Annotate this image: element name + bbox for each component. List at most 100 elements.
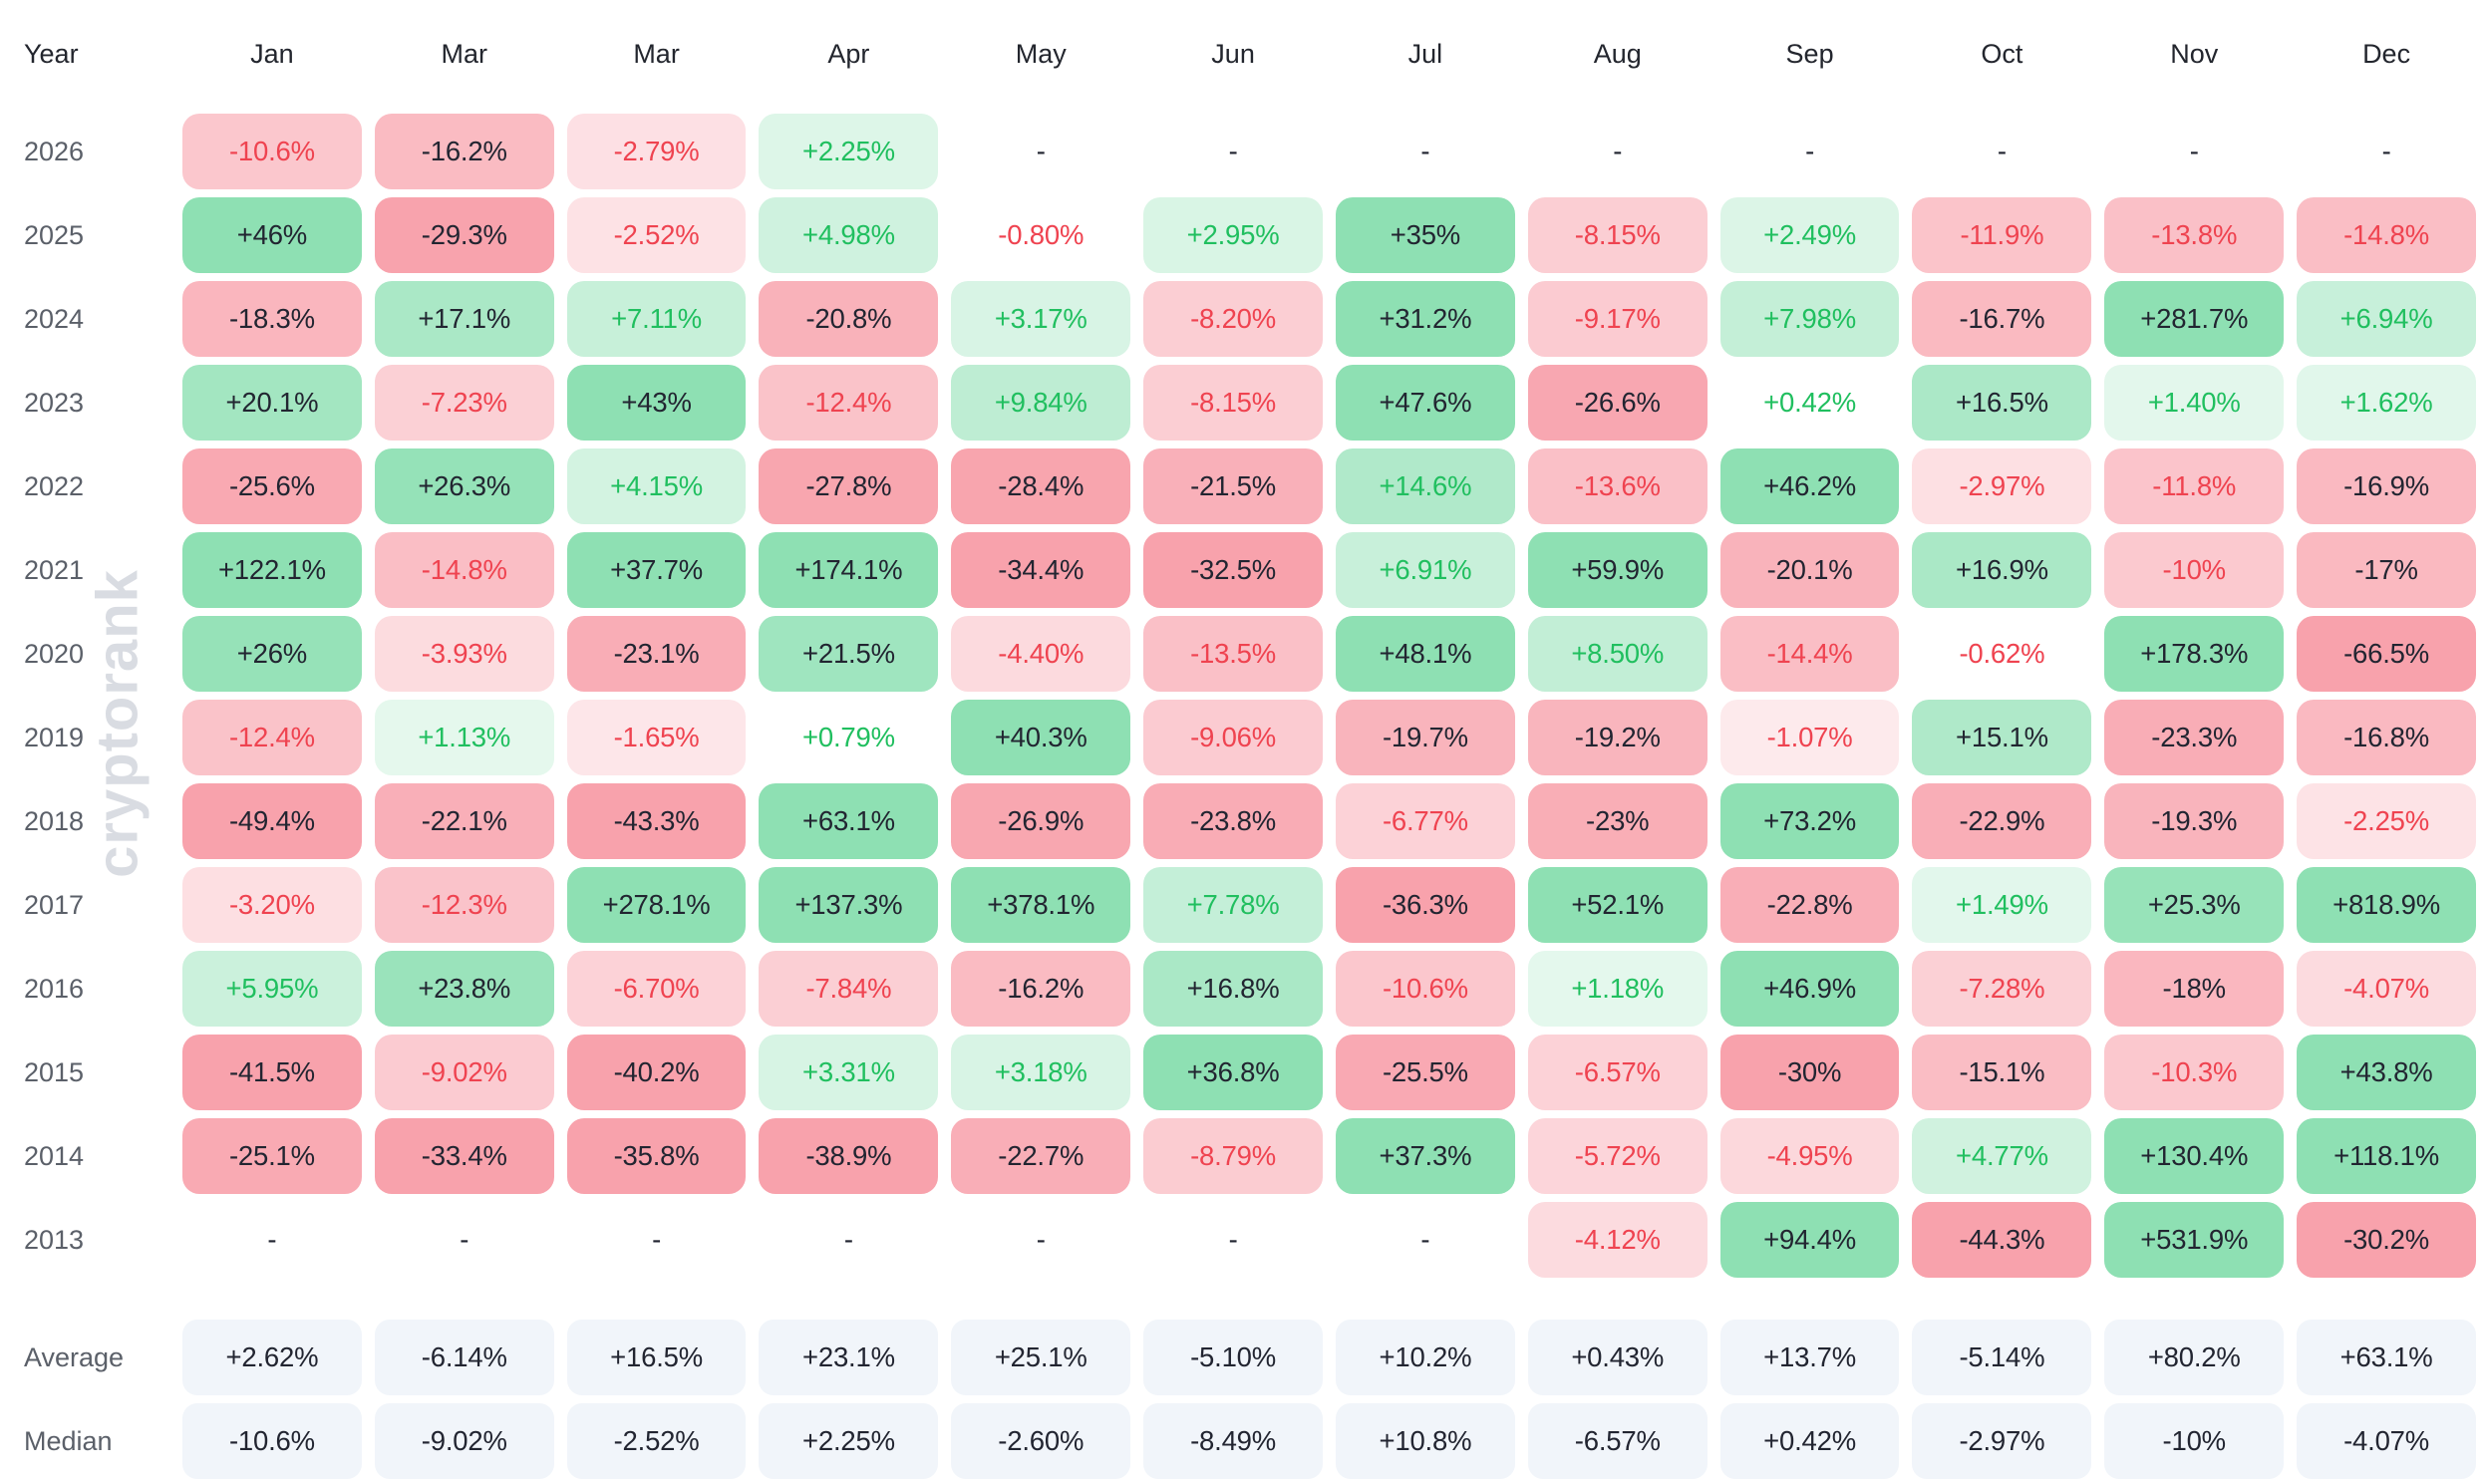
row-year-label: 2025 — [24, 219, 85, 250]
heatmap-cell: +59.9% — [1527, 532, 1708, 608]
heatmap-cell: +37.7% — [566, 532, 747, 608]
column-header-month: Dec — [2362, 38, 2411, 69]
heatmap-cell: +43.8% — [2297, 1035, 2476, 1110]
heatmap-cell: -25.6% — [182, 448, 362, 524]
heatmap-cell: -18.3% — [182, 281, 362, 357]
table-row: 2014 -25.1% -33.4% -35.8% -38.9% -22.7% -8.79%… — [0, 1114, 2476, 1198]
heatmap-cell: -11.8% — [2104, 448, 2285, 524]
heatmap-cell: -6.57% — [1527, 1035, 1708, 1110]
heatmap-cell: -8.20% — [1143, 281, 1323, 357]
heatmap-cell: - — [843, 1224, 853, 1255]
heatmap-cell: -25.5% — [1335, 1035, 1515, 1110]
heatmap-cell: -38.9% — [759, 1118, 939, 1194]
heatmap-cell: - — [460, 1224, 469, 1255]
heatmap-cell: +21.5% — [759, 616, 939, 692]
row-year-label: 2018 — [24, 805, 85, 836]
heatmap-cell: +6.94% — [2297, 281, 2476, 357]
summary-gap — [0, 1282, 2476, 1316]
heatmap-cell: - — [1036, 1224, 1046, 1255]
heatmap-cell: -16.8% — [2297, 700, 2476, 775]
heatmap-cell: +14.6% — [1335, 448, 1515, 524]
heatmap-cell: -41.5% — [182, 1035, 362, 1110]
column-header-month: Mar — [633, 38, 680, 69]
heatmap-cell: -10.6% — [182, 114, 362, 189]
heatmap-cell: +174.1% — [759, 532, 939, 608]
table-row: 2026 -10.6% -16.2% -2.79% +2.25% - - - - - - - - — [0, 110, 2476, 193]
summary-cell: +10.2% — [1335, 1320, 1515, 1395]
heatmap-cell: -9.06% — [1143, 700, 1323, 775]
table-row: 2015 -41.5% -9.02% -40.2% +3.31% +3.18% +36.8%… — [0, 1031, 2476, 1114]
heatmap-cell: -22.7% — [951, 1118, 1131, 1194]
heatmap-cell: -20.1% — [1719, 532, 1900, 608]
heatmap-cell: +6.91% — [1335, 532, 1515, 608]
heatmap-cell: -17% — [2297, 532, 2476, 608]
heatmap-cell: -5.72% — [1527, 1118, 1708, 1194]
heatmap-cell: -43.3% — [566, 783, 747, 859]
row-year-label: 2022 — [24, 470, 85, 501]
heatmap-cell: - — [2189, 136, 2199, 166]
heatmap-cell: +3.18% — [951, 1035, 1131, 1110]
heatmap-cell: +1.18% — [1527, 951, 1708, 1027]
table-row: 2018 -49.4% -22.1% -43.3% +63.1% -26.9% -23.8%… — [0, 779, 2476, 863]
heatmap-cell: -16.2% — [374, 114, 554, 189]
heatmap-cell: -11.9% — [1912, 197, 2092, 273]
table-row: 2019 -12.4% +1.13% -1.65% +0.79% +40.3% -9.06%… — [0, 696, 2476, 779]
row-year-label: 2023 — [24, 387, 85, 418]
table-row: 2017 -3.20% -12.3% +278.1% +137.3% +378.1% +7.… — [0, 863, 2476, 947]
summary-cell: +16.5% — [566, 1320, 747, 1395]
heatmap-cell: -8.15% — [1143, 365, 1323, 441]
heatmap-cell: +23.8% — [374, 951, 554, 1027]
summary-cell: -9.02% — [374, 1403, 554, 1479]
heatmap-cell: -4.95% — [1719, 1118, 1900, 1194]
heatmap-cell: +0.42% — [1719, 365, 1900, 441]
heatmap-cell: - — [652, 1224, 662, 1255]
summary-row: Median -10.6% -9.02% -2.52% +2.25% -2.60% -8.4… — [0, 1399, 2476, 1483]
summary-row: Average +2.62% -6.14% +16.5% +23.1% +25.1% -5.… — [0, 1316, 2476, 1399]
heatmap-cell: - — [2381, 136, 2391, 166]
heatmap-cell: -23.3% — [2104, 700, 2285, 775]
table-row: 2016 +5.95% +23.8% -6.70% -7.84% -16.2% +16.8%… — [0, 947, 2476, 1031]
summary-cell: +2.25% — [759, 1403, 939, 1479]
heatmap-cell: - — [267, 1224, 277, 1255]
summary-cell: -4.07% — [2297, 1403, 2476, 1479]
heatmap-cell: -7.28% — [1912, 951, 2092, 1027]
summary-cell: -2.60% — [951, 1403, 1131, 1479]
row-year-label: 2014 — [24, 1140, 85, 1171]
heatmap-cell: -21.5% — [1143, 448, 1323, 524]
column-header-month: Aug — [1593, 38, 1642, 69]
row-year-label: 2020 — [24, 638, 85, 669]
heatmap-cell: +37.3% — [1335, 1118, 1515, 1194]
heatmap-cell: -3.93% — [374, 616, 554, 692]
heatmap-cell: +281.7% — [2104, 281, 2285, 357]
heatmap-cell: +378.1% — [951, 867, 1131, 943]
heatmap-cell: +1.13% — [374, 700, 554, 775]
row-year-label: 2017 — [24, 889, 85, 920]
heatmap-cell: +2.25% — [759, 114, 939, 189]
summary-cell: -2.52% — [566, 1403, 747, 1479]
heatmap-cell: +20.1% — [182, 365, 362, 441]
row-year-label: 2016 — [24, 973, 85, 1004]
heatmap-cell: -22.8% — [1719, 867, 1900, 943]
heatmap-cell: -28.4% — [951, 448, 1131, 524]
heatmap-cell: +16.5% — [1912, 365, 2092, 441]
summary-cell: +10.8% — [1335, 1403, 1515, 1479]
heatmap-cell: -2.52% — [566, 197, 747, 273]
summary-row-label: Average — [24, 1341, 125, 1372]
heatmap-cell: +4.15% — [566, 448, 747, 524]
heatmap-cell: -7.23% — [374, 365, 554, 441]
heatmap-cell: +26.3% — [374, 448, 554, 524]
heatmap-cell: +35% — [1335, 197, 1515, 273]
heatmap-cell: -30% — [1719, 1035, 1900, 1110]
table-row: 2020 +26% -3.93% -23.1% +21.5% -4.40% -13.5% +4… — [0, 612, 2476, 696]
heatmap-cell: +48.1% — [1335, 616, 1515, 692]
heatmap-cell: -8.15% — [1527, 197, 1708, 273]
summary-cell: -8.49% — [1143, 1403, 1323, 1479]
heatmap-cell: -3.20% — [182, 867, 362, 943]
table-row: 2024 -18.3% +17.1% +7.11% -20.8% +3.17% -8.20%… — [0, 277, 2476, 361]
heatmap-cell: -10% — [2104, 532, 2285, 608]
column-header-month: Jun — [1211, 38, 1255, 69]
summary-cell: +23.1% — [759, 1320, 939, 1395]
heatmap-cell: +8.50% — [1527, 616, 1708, 692]
heatmap-cell: +26% — [182, 616, 362, 692]
summary-cell: -10% — [2104, 1403, 2285, 1479]
